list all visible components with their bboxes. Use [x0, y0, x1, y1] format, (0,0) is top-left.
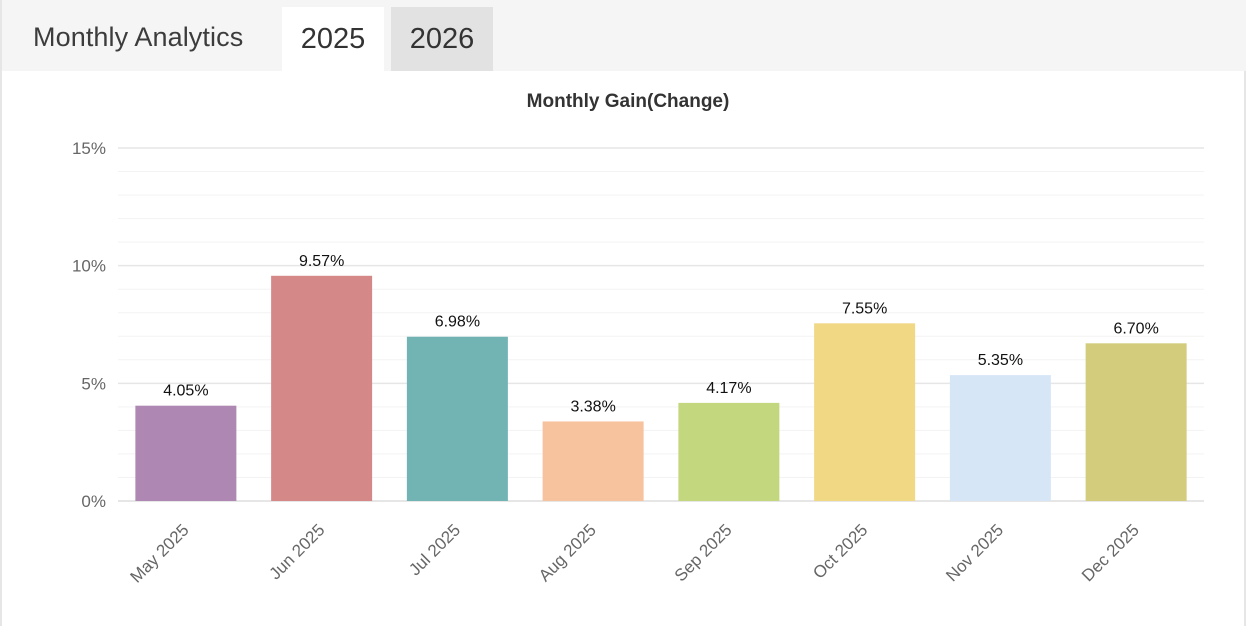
x-tick-label: Jun 2025 — [266, 520, 329, 583]
x-tick-label: Aug 2025 — [535, 520, 600, 585]
y-tick-label: 15% — [72, 139, 106, 158]
x-axis: May 2025 Jun 2025 Jul 2025 Aug 2025 Sep 2025… — [126, 520, 1142, 586]
bar[interactable] — [949, 375, 1051, 501]
x-tick-label: Nov 2025 — [942, 520, 1007, 585]
data-label: 6.70% — [1113, 320, 1158, 337]
bar[interactable] — [678, 402, 780, 501]
data-label: 4.17% — [706, 380, 751, 397]
bar-series: 4.05% 9.57% 6.98% 3.38% 4.17% 7.55% 5.35% 6.70% — [135, 253, 1187, 501]
x-tick-label: May 2025 — [126, 520, 192, 586]
panel-title: Monthly Analytics — [33, 22, 244, 52]
y-tick-label: 5% — [81, 374, 106, 393]
chart-title: Monthly Gain(Change) — [527, 91, 730, 112]
x-tick-label: Dec 2025 — [1078, 520, 1143, 585]
x-tick-label: Jul 2025 — [405, 520, 464, 579]
y-tick-label: 0% — [81, 492, 106, 511]
tab-2026[interactable]: 2026 — [391, 7, 493, 71]
data-label: 4.05% — [163, 383, 208, 400]
data-label: 5.35% — [978, 352, 1023, 369]
y-tick-label: 10% — [72, 257, 106, 276]
x-tick-label: Oct 2025 — [809, 520, 871, 582]
bar[interactable] — [814, 323, 916, 501]
data-label: 9.57% — [299, 253, 344, 270]
bar[interactable] — [135, 405, 237, 501]
bar[interactable] — [271, 275, 373, 501]
data-label: 7.55% — [842, 300, 887, 317]
panel-header: Monthly Analytics 2025 2026 — [2, 0, 1246, 71]
bar[interactable] — [1085, 343, 1187, 501]
data-label: 6.98% — [435, 314, 480, 331]
bar[interactable] — [542, 421, 644, 501]
data-label: 3.38% — [570, 398, 615, 415]
y-axis: 0% 5% 10% 15% — [72, 139, 106, 511]
bar[interactable] — [406, 336, 508, 501]
tab-2025[interactable]: 2025 — [282, 7, 384, 71]
x-tick-label: Sep 2025 — [671, 520, 736, 585]
